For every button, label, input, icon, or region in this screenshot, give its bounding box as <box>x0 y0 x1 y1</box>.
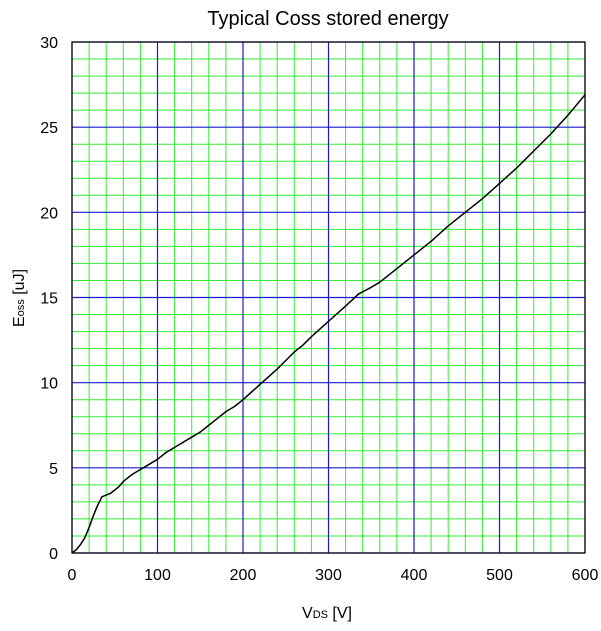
y-tick-label: 5 <box>49 461 58 478</box>
y-axis-label: Eoss [uJ] <box>11 269 28 327</box>
major-grid <box>71 41 586 554</box>
y-tick-label: 15 <box>40 291 58 308</box>
x-axis-label-main: V <box>302 605 313 622</box>
x-axis-label-unit: [V] <box>328 605 352 622</box>
x-axis-label: VDS [V] <box>302 605 352 622</box>
x-tick-label: 500 <box>486 567 513 584</box>
y-tick-label: 30 <box>40 35 58 52</box>
x-tick-label: 600 <box>572 567 599 584</box>
x-tick-label: 100 <box>144 567 171 584</box>
x-tick-labels: 0 100 200 300 400 500 600 <box>68 567 599 584</box>
y-tick-label: 25 <box>40 120 58 137</box>
plot-frame <box>71 41 586 554</box>
y-tick-labels: 0 5 10 15 20 25 30 <box>40 35 58 563</box>
x-axis-label-sub: DS <box>313 609 328 621</box>
y-axis-label-unit: [uJ] <box>11 269 28 299</box>
y-tick-label: 20 <box>40 205 58 222</box>
series-line <box>71 94 586 554</box>
y-tick-label: 0 <box>49 546 58 563</box>
chart-title: Typical Coss stored energy <box>207 8 448 30</box>
data-series <box>71 94 586 554</box>
y-axis-label-main: E <box>11 316 28 327</box>
y-axis-label-sub: oss <box>15 299 27 317</box>
y-tick-label: 10 <box>40 376 58 393</box>
x-tick-label: 0 <box>68 567 77 584</box>
x-tick-label: 400 <box>401 567 428 584</box>
x-tick-label: 300 <box>315 567 342 584</box>
x-tick-label: 200 <box>230 567 257 584</box>
